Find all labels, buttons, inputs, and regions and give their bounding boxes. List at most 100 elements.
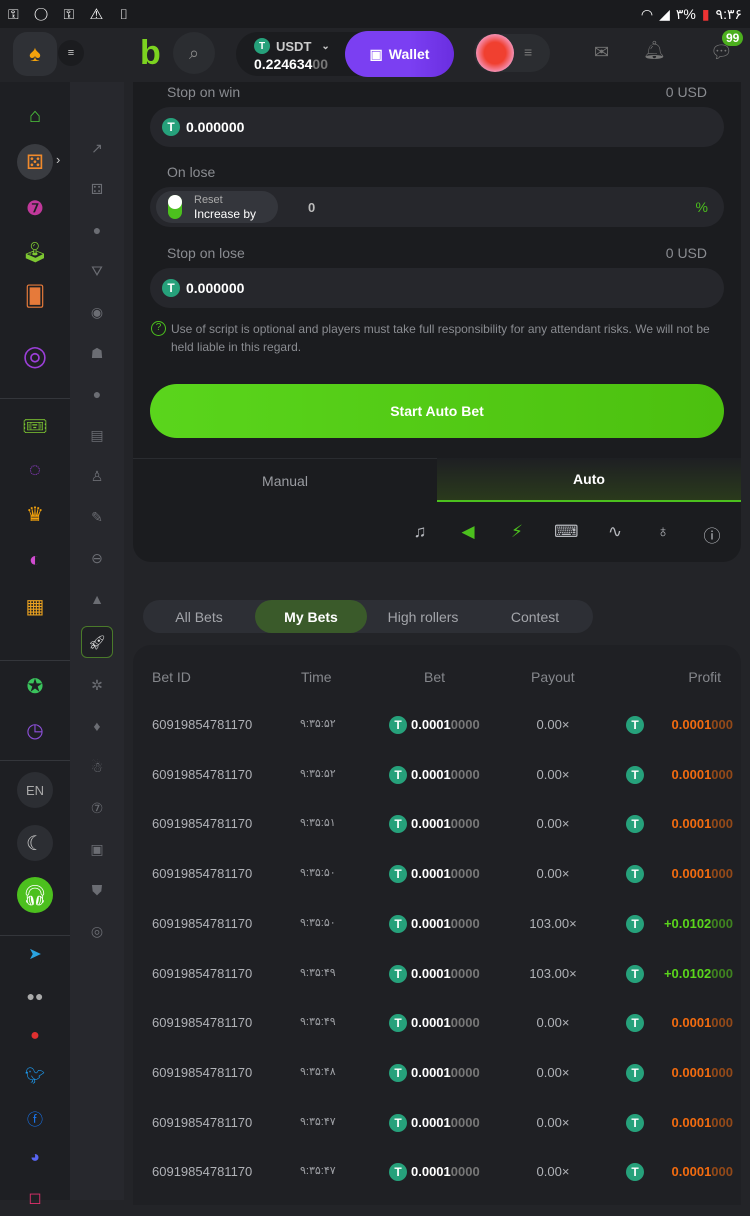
bet-id[interactable]: 60919854781170 — [152, 1164, 253, 1180]
table-row[interactable]: 60919854781170 ۹:۳۵:۴۹ T 0.00010000 0.00… — [133, 1009, 741, 1059]
tab-all-bets[interactable]: All Bets — [175, 608, 223, 625]
mask-icon[interactable]: ◐ — [28, 548, 42, 571]
facebook-icon[interactable]: ⓕ — [26, 1112, 43, 1129]
crown-icon[interactable]: ♛ — [26, 503, 44, 526]
card-fan-icon[interactable]: ♦ — [93, 718, 101, 734]
table-row[interactable]: 60919854781170 ۹:۳۵:۵۲ T 0.00010000 0.00… — [133, 761, 741, 811]
tether-icon: T — [162, 118, 180, 136]
shield-icon[interactable]: ⛊ — [91, 881, 103, 898]
language-button[interactable]: EN — [17, 772, 53, 808]
square-icon[interactable]: ▣ — [90, 840, 104, 857]
tab-contest[interactable]: Contest — [510, 608, 560, 625]
bomb-icon[interactable]: ● — [92, 222, 102, 238]
lightning-icon[interactable]: ⚡︎ — [511, 522, 523, 541]
speaker-icon[interactable]: ◀ — [461, 522, 475, 541]
twitter-icon[interactable]: 🐦︎ — [24, 1068, 46, 1085]
medal-icon[interactable]: ▦ — [25, 595, 45, 618]
medium-icon[interactable]: ●● — [26, 988, 44, 1004]
search-button[interactable]: ⌕ — [173, 32, 215, 74]
figure-icon[interactable]: ♙ — [90, 467, 104, 484]
avatar[interactable] — [476, 34, 514, 72]
bet-id[interactable]: 60919854781170 — [152, 965, 253, 981]
ball-icon[interactable]: ● — [92, 386, 102, 402]
bet-id[interactable]: 60919854781170 — [152, 766, 253, 782]
bell-icon[interactable]: 🔔︎ — [643, 40, 666, 60]
joystick-icon[interactable]: 🕹︎ — [22, 241, 48, 264]
slots-icon[interactable]: ❼ — [26, 197, 44, 220]
stop-on-lose-input[interactable]: T 0.000000 — [150, 268, 724, 308]
start-auto-bet-button[interactable]: Start Auto Bet — [150, 384, 724, 438]
cards-small-icon[interactable]: ▤ — [90, 426, 104, 443]
rocket-icon[interactable]: 🚀︎ — [81, 626, 113, 658]
instagram-icon[interactable]: ◻ — [28, 1190, 42, 1207]
bet-id[interactable]: 60919854781170 — [152, 816, 253, 832]
table-row[interactable]: 60919854781170 ۹:۳۵:۵۱ T 0.00010000 0.00… — [133, 810, 741, 860]
tab-my-bets[interactable]: My Bets — [255, 600, 367, 633]
table-row[interactable]: 60919854781170 ۹:۳۵:۵۲ T 0.00010000 0.00… — [133, 711, 741, 761]
poker-button[interactable]: ♠ — [13, 32, 57, 76]
bet-id[interactable]: 60919854781170 — [152, 1015, 253, 1031]
my-bets-table: Bet ID Time Bet Payout Profit 6091985478… — [133, 645, 741, 1205]
sound-off-icon[interactable]: ♫ — [413, 522, 427, 541]
bet-id[interactable]: 60919854781170 — [152, 1064, 253, 1080]
list-icon[interactable]: ≡ — [524, 44, 533, 60]
table-row[interactable]: 60919854781170 ۹:۳۵:۵۰ T 0.00010000 103.… — [133, 910, 741, 960]
chart-curve-icon[interactable]: ∿ — [607, 522, 623, 541]
bet-id[interactable]: 60919854781170 — [152, 866, 253, 882]
menu-toggle-button[interactable]: ≡ — [58, 40, 84, 66]
moon-icon[interactable]: ☾ — [17, 825, 53, 861]
wheel-small-icon[interactable]: ✲ — [91, 676, 103, 693]
acorn-icon[interactable]: ♁ — [656, 522, 670, 541]
ring-icon[interactable]: ◌ — [29, 458, 41, 481]
tether-icon: T — [626, 1063, 644, 1082]
bet-id[interactable]: 60919854781170 — [152, 915, 253, 931]
game-icon[interactable]: ☗ — [90, 344, 104, 361]
wallet-button[interactable]: ▣ Wallet — [345, 31, 454, 77]
table-row[interactable]: 60919854781170 ۹:۳۵:۴۷ T 0.00010000 0.00… — [133, 1109, 741, 1159]
profit: 0.0001000 — [671, 1015, 733, 1031]
stop-on-win-input[interactable]: T 0.000000 — [150, 107, 724, 147]
chevron-right-icon[interactable]: › — [56, 152, 61, 167]
reset-option[interactable]: Reset — [194, 194, 223, 206]
chest-icon[interactable]: ⊖ — [91, 549, 103, 566]
casino-dice-icon[interactable]: ⚄ — [17, 144, 53, 180]
table-row[interactable]: 60919854781170 ۹:۳۵:۵۰ T 0.00010000 0.00… — [133, 860, 741, 910]
tab-manual[interactable]: Manual — [133, 458, 437, 502]
table-row[interactable]: 60919854781170 ۹:۳۵:۴۹ T 0.00010000 103.… — [133, 960, 741, 1010]
crash-icon[interactable]: ↗ — [91, 139, 103, 156]
wand-icon[interactable]: ✎ — [91, 508, 103, 525]
table-row[interactable]: 60919854781170 ۹:۳۵:۴۸ T 0.00010000 0.00… — [133, 1059, 741, 1109]
discord-icon[interactable]: ◕ — [30, 1149, 40, 1166]
bc-logo[interactable]: b — [140, 34, 161, 72]
star-circle-icon[interactable]: ✪ — [26, 675, 44, 698]
home-icon[interactable]: ⌂ — [28, 104, 42, 127]
ticket-icon[interactable]: 🎟︎ — [22, 415, 48, 438]
headset-icon[interactable]: 🎧︎ — [17, 877, 53, 913]
robot-icon[interactable]: ☃ — [90, 758, 104, 775]
table-row[interactable]: 60919854781170 ۹:۳۵:۴۷ T 0.00010000 0.00… — [133, 1158, 741, 1208]
coin-icon[interactable]: ◎ — [90, 922, 104, 939]
chip-icon[interactable]: ◉ — [90, 303, 104, 320]
keyboard-icon[interactable]: ⌨ — [554, 522, 579, 541]
bet-id[interactable]: 60919854781170 — [152, 717, 253, 732]
increase-by-option[interactable]: Increase by — [194, 207, 257, 221]
help-icon[interactable]: ⓘ — [703, 527, 721, 546]
on-lose-input[interactable]: Reset Increase by 0 % — [150, 187, 724, 227]
seven-icon[interactable]: ⑦ — [90, 799, 104, 816]
wheel-icon[interactable]: ◎ — [22, 339, 48, 371]
tab-high-rollers[interactable]: High rollers — [387, 608, 459, 625]
toggle-switch[interactable] — [168, 195, 182, 219]
reset-increase-toggle[interactable]: Reset Increase by — [156, 191, 278, 223]
telegram-icon[interactable]: ➤ — [28, 946, 42, 963]
plinko-icon[interactable]: ⛛ — [91, 262, 103, 279]
chat-icon[interactable]: 💬︎ — [710, 42, 733, 62]
bet-id[interactable]: 60919854781170 — [152, 1114, 253, 1130]
github-icon[interactable]: ● — [30, 1027, 40, 1044]
hat-icon[interactable]: ▲ — [90, 591, 104, 607]
dice-icon[interactable]: ⚃ — [90, 180, 104, 197]
cards-icon[interactable]: 🂠 — [24, 285, 46, 308]
tab-auto[interactable]: Auto — [437, 458, 741, 502]
mail-icon[interactable]: ✉ — [594, 42, 610, 62]
clock-icon[interactable]: ◷ — [26, 719, 44, 742]
profile-box[interactable]: ≡ — [474, 34, 550, 72]
